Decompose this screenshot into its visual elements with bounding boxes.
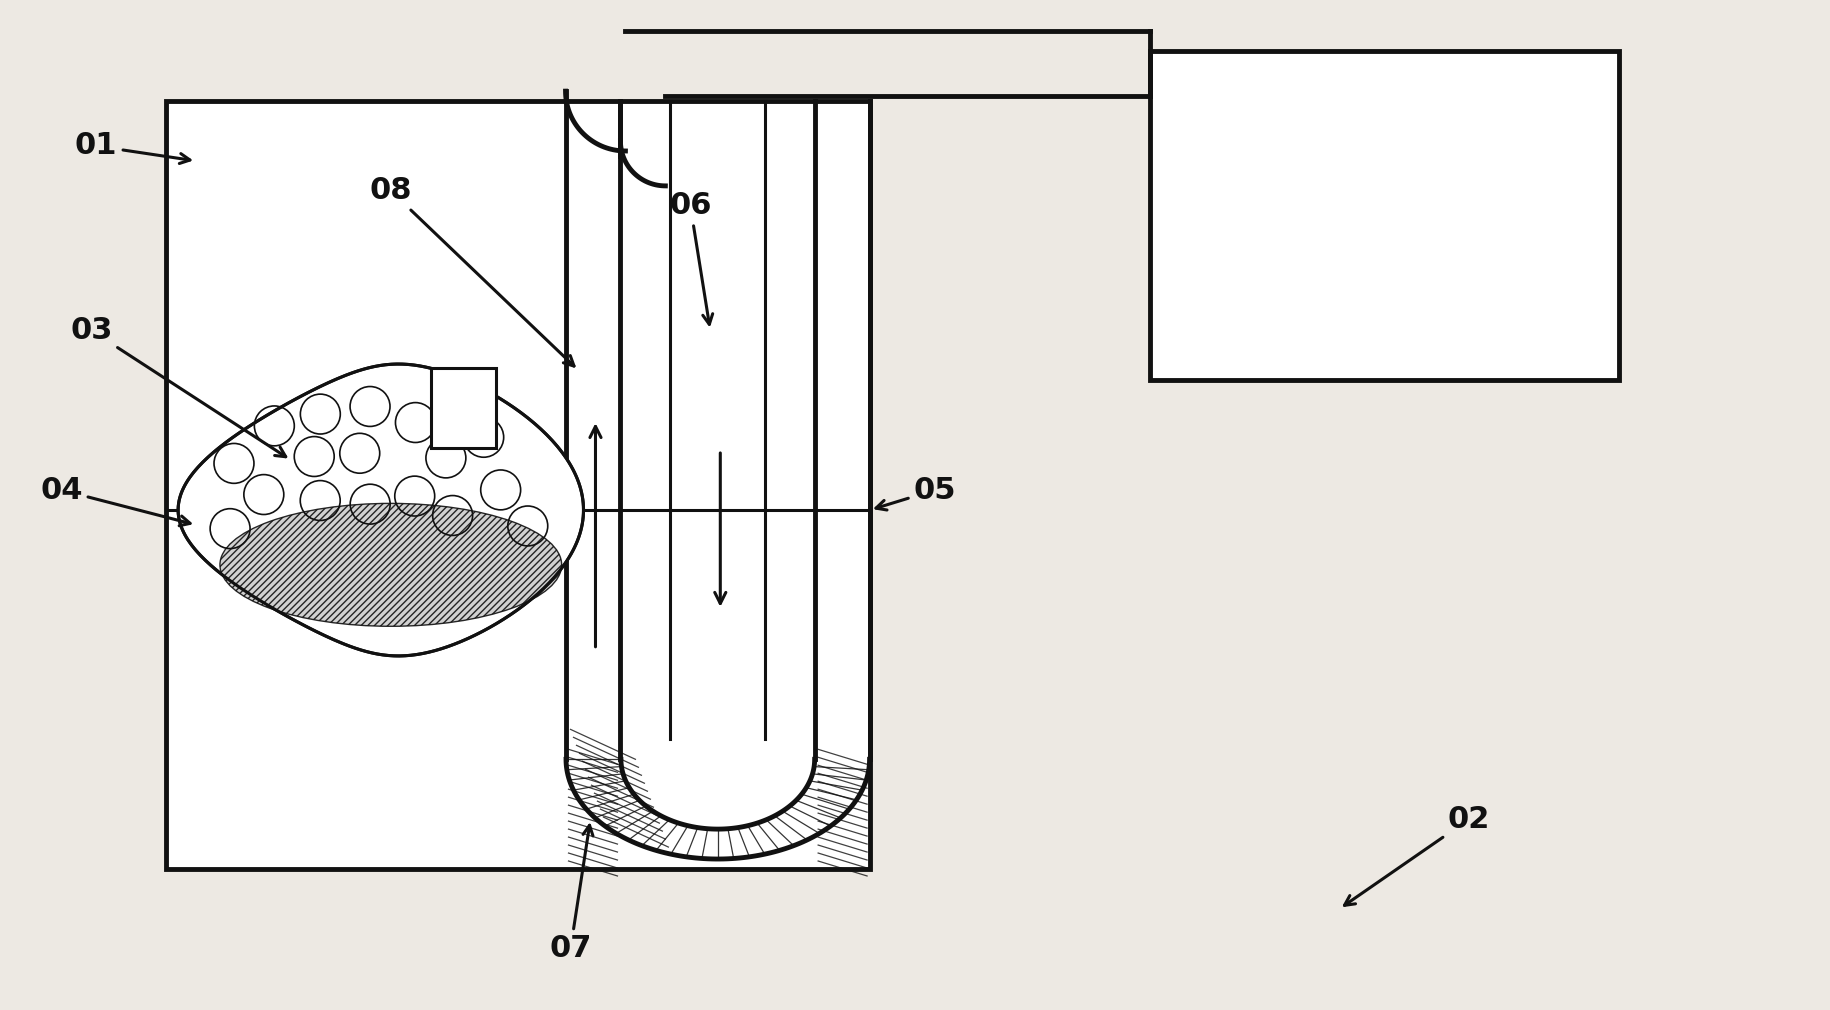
Text: 03: 03 [70, 316, 285, 457]
Text: 02: 02 [1343, 805, 1490, 905]
Polygon shape [178, 364, 584, 655]
Text: 01: 01 [75, 131, 190, 164]
Bar [1149, 52, 1618, 381]
Bar [430, 369, 496, 448]
Text: 06: 06 [668, 191, 712, 324]
Text: 07: 07 [549, 825, 593, 964]
Text: 04: 04 [40, 476, 190, 526]
Bar [167, 101, 869, 869]
Text: 05: 05 [875, 476, 955, 510]
Ellipse shape [220, 503, 562, 626]
Text: 08: 08 [370, 177, 575, 366]
